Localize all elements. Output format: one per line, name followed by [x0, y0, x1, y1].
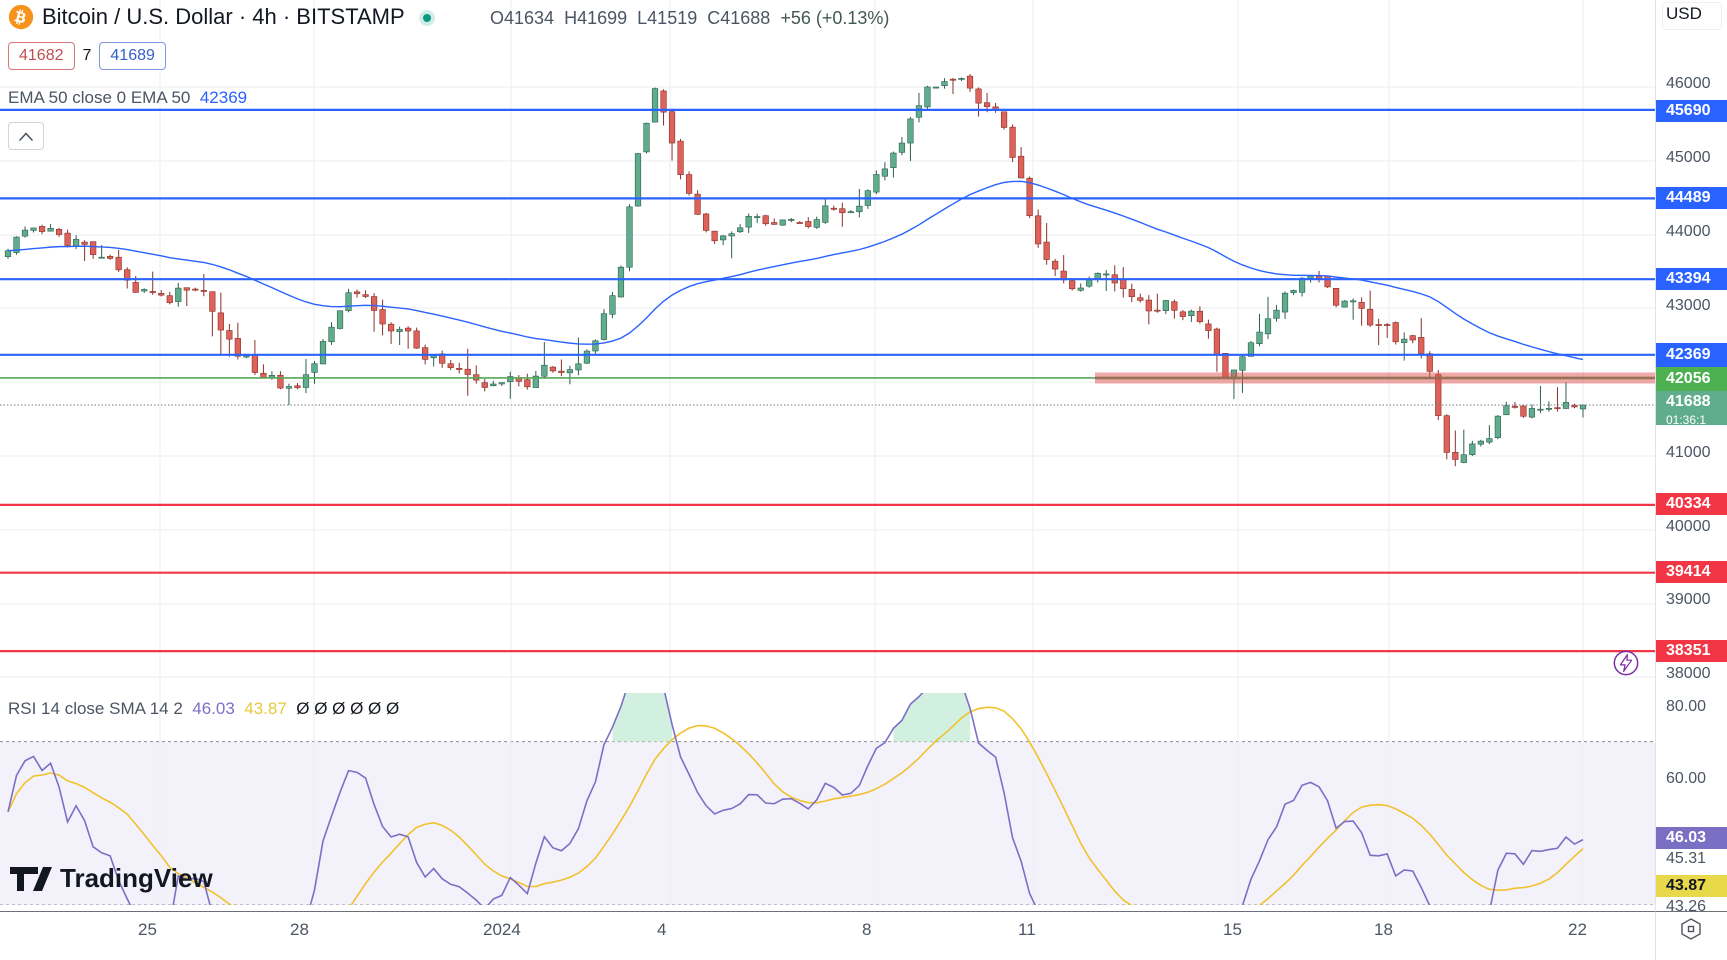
svg-text:TradingView: TradingView — [60, 863, 213, 893]
